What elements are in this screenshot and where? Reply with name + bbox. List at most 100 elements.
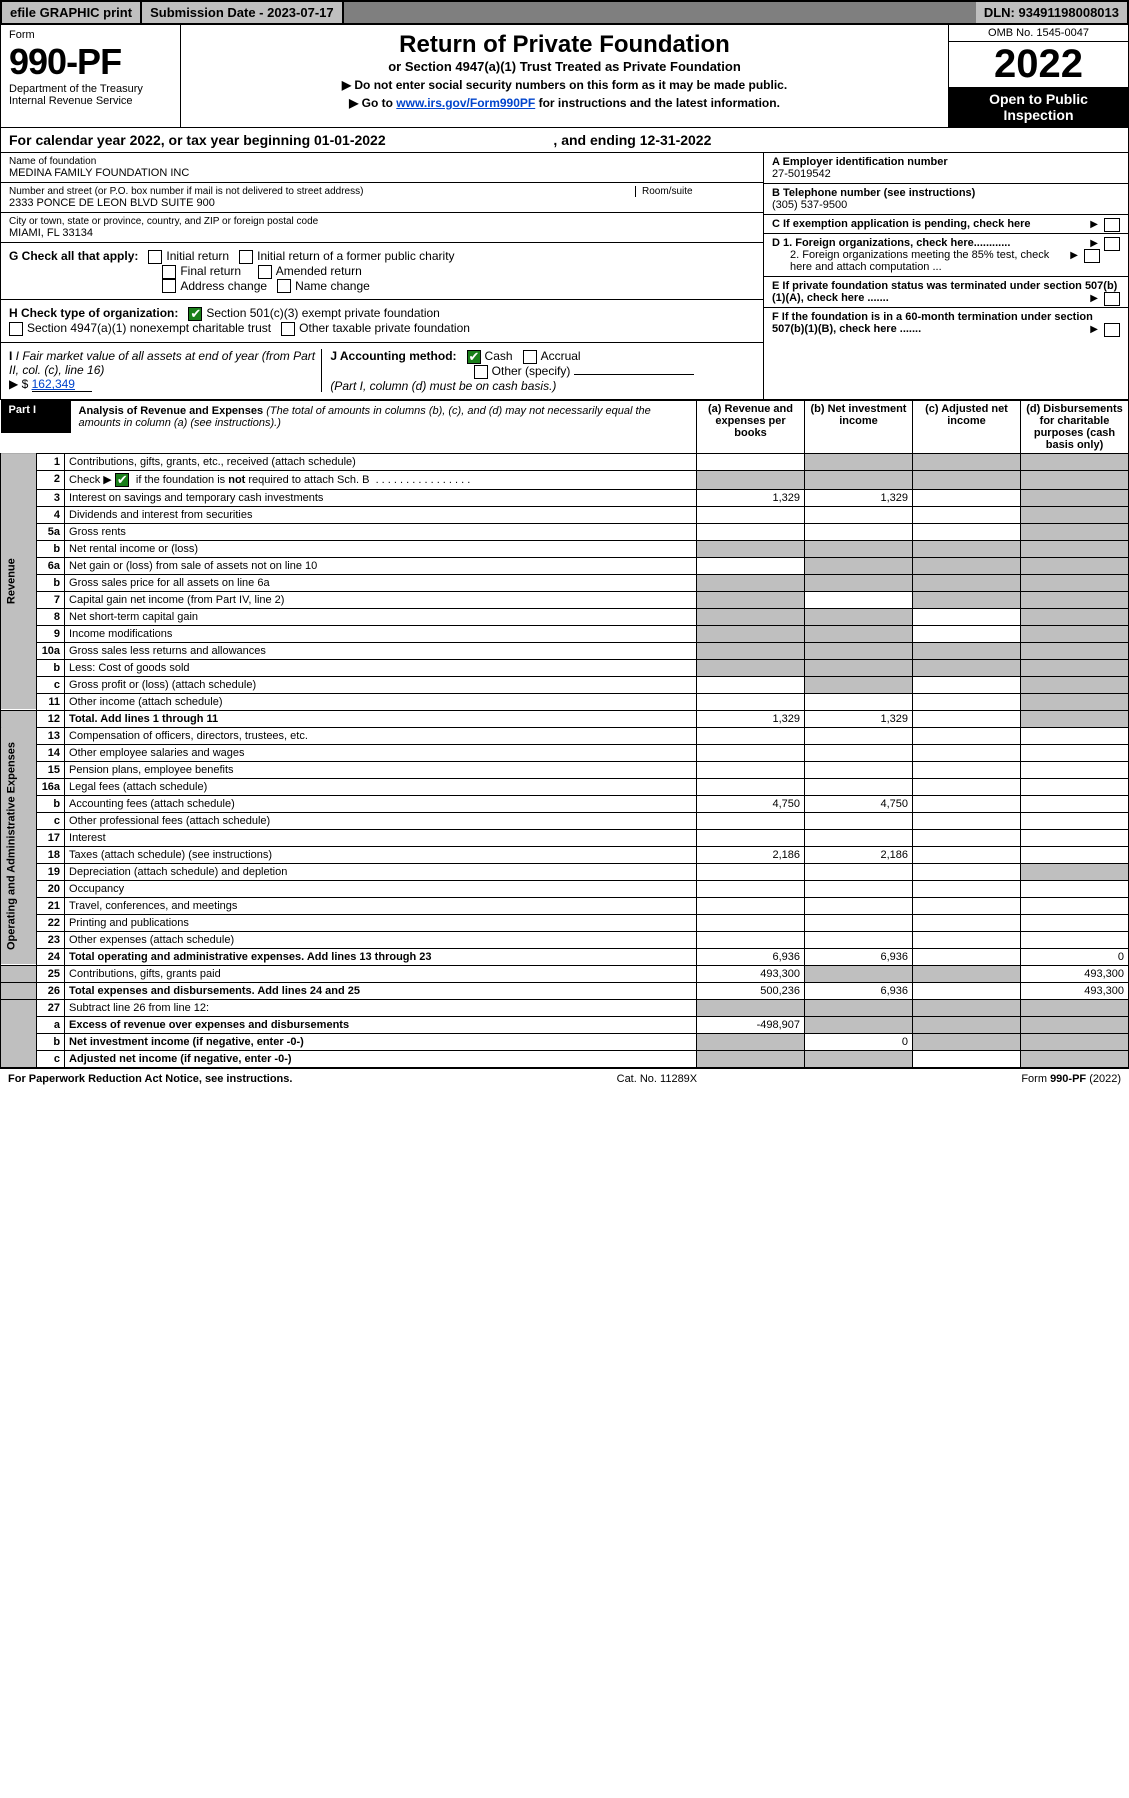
line-3: 3 Interest on savings and temporary cash…: [1, 489, 1129, 506]
checkbox-other-method[interactable]: [474, 365, 488, 379]
checkbox-final-return[interactable]: [162, 265, 176, 279]
arrow-icon: [1090, 323, 1100, 335]
dln: DLN: 93491198008013: [976, 2, 1127, 23]
line-desc: Gross sales less returns and allowances: [65, 642, 697, 659]
section-g: G Check all that apply: Initial return I…: [1, 243, 763, 300]
line-desc: Gross sales price for all assets on line…: [65, 574, 697, 591]
dln-value: 93491198008013: [1018, 5, 1119, 20]
name-cell: Name of foundation MEDINA FAMILY FOUNDAT…: [1, 153, 763, 183]
checkbox-amended-return[interactable]: [258, 265, 272, 279]
line-desc: Legal fees (attach schedule): [65, 778, 697, 795]
checkbox-cash[interactable]: [467, 350, 481, 364]
line-desc: Capital gain net income (from Part IV, l…: [65, 591, 697, 608]
checkbox-4947a1[interactable]: [9, 322, 23, 336]
line-17: 17Interest: [1, 829, 1129, 846]
info-right: A Employer identification number 27-5019…: [763, 153, 1128, 399]
checkbox-sch-b[interactable]: [115, 473, 129, 487]
footer-left: For Paperwork Reduction Act Notice, see …: [8, 1073, 292, 1085]
calyear-end: 12-31-2022: [640, 132, 712, 148]
inspect-line1: Open to Public: [989, 91, 1088, 107]
line-desc: Contributions, gifts, grants paid: [65, 965, 697, 982]
efile-label[interactable]: efile GRAPHIC print: [2, 2, 142, 23]
top-bar: efile GRAPHIC print Submission Date - 20…: [0, 0, 1129, 25]
checkbox-other-taxable[interactable]: [281, 322, 295, 336]
line-9: 9Income modifications: [1, 625, 1129, 642]
header-right: OMB No. 1545-0047 2022 Open to Public In…: [948, 25, 1128, 127]
phone-value: (305) 537-9500: [772, 199, 1120, 211]
line-20: 20Occupancy: [1, 880, 1129, 897]
j-note: (Part I, column (d) must be on cash basi…: [330, 379, 556, 393]
inspect-line2: Inspection: [1003, 107, 1073, 123]
e-cell: E If private foundation status was termi…: [764, 277, 1128, 308]
note-ssn: ▶ Do not enter social security numbers o…: [191, 78, 938, 92]
checkbox-d2[interactable]: [1084, 249, 1100, 263]
lineno: 1: [37, 453, 65, 470]
phone-cell: B Telephone number (see instructions) (3…: [764, 184, 1128, 215]
g-final: Final return: [180, 264, 241, 278]
f-label: F If the foundation is in a 60-month ter…: [772, 311, 1093, 335]
note-goto-suffix: for instructions and the latest informat…: [535, 96, 780, 110]
d1-label: D 1. Foreign organizations, check here..…: [772, 237, 1010, 249]
phone-label: B Telephone number (see instructions): [772, 187, 1120, 199]
h-opt2: Section 4947(a)(1) nonexempt charitable …: [27, 321, 271, 335]
line-desc: Other professional fees (attach schedule…: [65, 812, 697, 829]
line-4: 4Dividends and interest from securities: [1, 506, 1129, 523]
line-desc: Depreciation (attach schedule) and deple…: [65, 863, 697, 880]
line-5a: 5aGross rents: [1, 523, 1129, 540]
g-name: Name change: [295, 279, 370, 293]
i-value[interactable]: 162,349: [32, 377, 92, 392]
part1-table: Part I Analysis of Revenue and Expenses …: [0, 400, 1129, 1068]
line-desc: Adjusted net income (if negative, enter …: [65, 1050, 697, 1067]
i-prefix: ▶ $: [9, 377, 28, 391]
section-h: H Check type of organization: Section 50…: [1, 300, 763, 343]
line-desc: Total. Add lines 1 through 11: [65, 710, 697, 727]
checkbox-address-change[interactable]: [162, 279, 176, 293]
checkbox-e[interactable]: [1104, 292, 1120, 306]
line-8: 8Net short-term capital gain: [1, 608, 1129, 625]
note-goto: ▶ Go to www.irs.gov/Form990PF for instru…: [191, 96, 938, 110]
checkbox-name-change[interactable]: [277, 279, 291, 293]
part1-title: Analysis of Revenue and Expenses: [79, 405, 264, 417]
form-label: Form: [9, 29, 172, 41]
checkbox-exemption-pending[interactable]: [1104, 218, 1120, 232]
cell-b: 6,936: [805, 948, 913, 965]
cell-c: [913, 453, 1021, 470]
form-subtitle: or Section 4947(a)(1) Trust Treated as P…: [191, 59, 938, 74]
form-title: Return of Private Foundation: [191, 31, 938, 59]
g-address: Address change: [180, 279, 267, 293]
line-desc: Total expenses and disbursements. Add li…: [65, 982, 697, 999]
cell-a: 500,236: [697, 982, 805, 999]
checkbox-f[interactable]: [1104, 323, 1120, 337]
topbar-spacer: [344, 2, 976, 23]
checkbox-initial-return[interactable]: [148, 250, 162, 264]
d2-label: 2. Foreign organizations meeting the 85%…: [772, 249, 1052, 273]
checkbox-501c3[interactable]: [188, 307, 202, 321]
line-1: Revenue 1 Contributions, gifts, grants, …: [1, 453, 1129, 470]
lineno: 2: [37, 470, 65, 489]
dept: Department of the Treasury: [9, 83, 172, 95]
line-desc: Other employee salaries and wages: [65, 744, 697, 761]
city-cell: City or town, state or province, country…: [1, 213, 763, 243]
checkbox-initial-former[interactable]: [239, 250, 253, 264]
line-10b: bLess: Cost of goods sold: [1, 659, 1129, 676]
omb-number: OMB No. 1545-0047: [949, 25, 1128, 42]
line-desc: Other expenses (attach schedule): [65, 931, 697, 948]
city-value: MIAMI, FL 33134: [9, 227, 755, 239]
form-link[interactable]: www.irs.gov/Form990PF: [396, 96, 535, 110]
line-16b: bAccounting fees (attach schedule) 4,750…: [1, 795, 1129, 812]
line-desc: Contributions, gifts, grants, etc., rece…: [65, 453, 697, 470]
line-desc: Occupancy: [65, 880, 697, 897]
line-13: Operating and Administrative Expenses 13…: [1, 727, 1129, 744]
line-19: 19Depreciation (attach schedule) and dep…: [1, 863, 1129, 880]
open-to-public: Open to Public Inspection: [949, 87, 1128, 127]
line-desc: Interest on savings and temporary cash i…: [65, 489, 697, 506]
form-header: Form 990-PF Department of the Treasury I…: [0, 25, 1129, 128]
checkbox-d1[interactable]: [1104, 237, 1120, 251]
header-mid: Return of Private Foundation or Section …: [181, 25, 948, 127]
cell-a: 6,936: [697, 948, 805, 965]
checkbox-accrual[interactable]: [523, 350, 537, 364]
other-specify-line[interactable]: [574, 374, 694, 375]
cell-b: 2,186: [805, 846, 913, 863]
submission-date: Submission Date - 2023-07-17: [142, 2, 344, 23]
city-label: City or town, state or province, country…: [9, 216, 755, 227]
